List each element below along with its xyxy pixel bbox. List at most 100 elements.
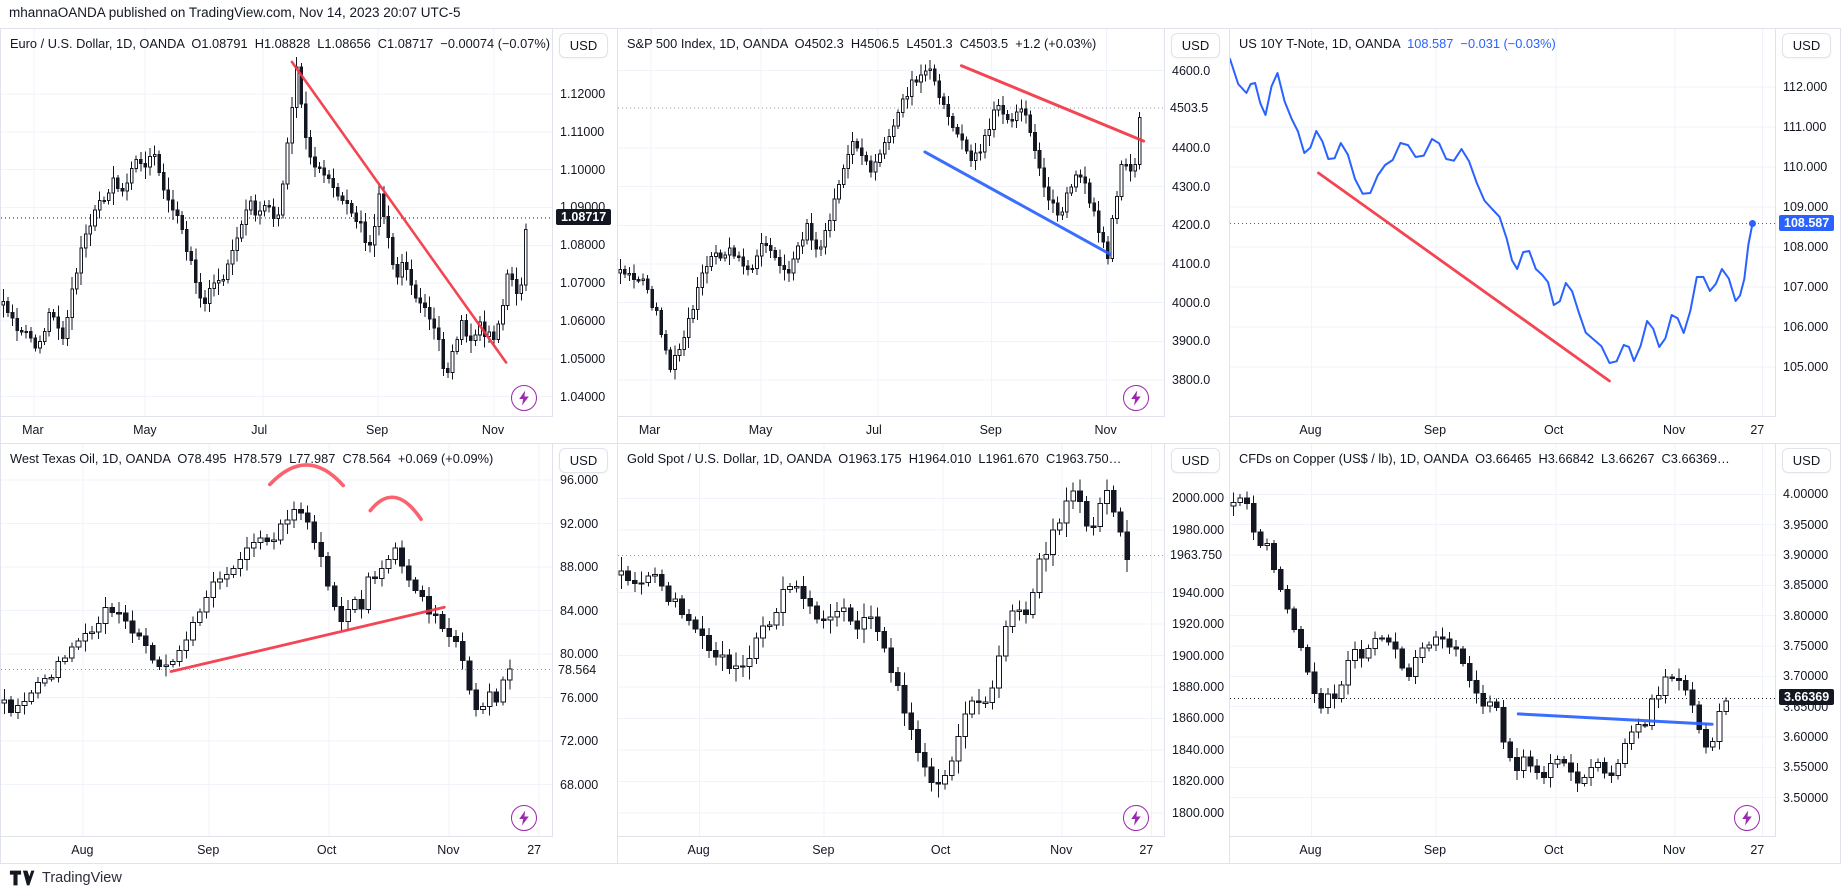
price-tick-label: 1.12000 [560, 87, 606, 102]
time-axis[interactable]: Aug Sep Oct Nov 27 [618, 836, 1165, 863]
price-axis[interactable]: 112.000 111.000 110.000 109.000 108.000 107.0… [1775, 29, 1840, 417]
currency-button[interactable]: USD [559, 33, 608, 58]
symbol-text: S&P 500 Index, 1D, OANDA [627, 36, 788, 51]
symbol-text: CFDs on Copper (US$ / lb), 1D, OANDA [1239, 451, 1468, 466]
price-tick-label: 88.000 [560, 560, 599, 575]
price-tick-label: 80.000 [560, 647, 599, 662]
price-tick-label: 3.85000 [1783, 578, 1829, 593]
price-tick-label: 1.08000 [560, 238, 606, 253]
price-chart-wti-oil[interactable] [1, 444, 553, 837]
price-tick-label: 1880.000 [1172, 680, 1225, 695]
chart-pane-us10y[interactable]: 112.000 111.000 110.000 109.000 108.000 107.0… [1230, 29, 1840, 444]
ohlc-values: 108.587 −0.031 (−0.03%) [1407, 36, 1556, 51]
price-axis[interactable]: 4600.0 4400.0 4300.0 4200.0 4100.0 4000.0 3900… [1164, 29, 1229, 417]
ohlc-values: O3.66465 H3.66842 L3.66267 C3.66369… [1475, 451, 1730, 466]
currency-button[interactable]: USD [559, 448, 608, 473]
last-price-label: 3.66369 [1779, 689, 1835, 706]
chart-pane-copper[interactable]: 4.00000 3.95000 3.90000 3.85000 3.80000 3.750… [1230, 444, 1840, 863]
last-price-label: 108.587 [1779, 214, 1835, 231]
price-tick-label: 3900.0 [1172, 334, 1211, 349]
price-tick-label: 1920.000 [1172, 617, 1225, 632]
time-tick-label: 27 [527, 843, 542, 857]
currency-button[interactable]: USD [1171, 33, 1220, 58]
lightning-icon[interactable] [511, 805, 537, 831]
chart-title: S&P 500 Index, 1D, OANDA O4502.3 H4506.5… [627, 36, 1096, 51]
last-price-label: 1963.750 [1168, 548, 1225, 563]
tradingview-logo[interactable] [9, 869, 35, 887]
price-tick-label: 92.000 [560, 516, 599, 531]
price-tick-label: 3.75000 [1783, 638, 1829, 653]
time-tick-label: Aug [1299, 423, 1322, 437]
chart-pane-gold[interactable]: 2000.000 1980.000 1940.000 1920.000 1900.000… [618, 444, 1230, 863]
time-tick-label: May [748, 423, 773, 437]
price-tick-label: 109.000 [1783, 200, 1829, 214]
price-tick-label: 105.000 [1783, 360, 1829, 374]
price-chart-gold[interactable] [618, 444, 1165, 837]
chart-title: Euro / U.S. Dollar, 1D, OANDA O1.08791 H… [10, 36, 550, 51]
chart-title: West Texas Oil, 1D, OANDA O78.495 H78.57… [10, 451, 493, 466]
time-tick-label: Jul [251, 423, 268, 437]
chart-title: US 10Y T-Note, 1D, OANDA 108.587 −0.031 … [1239, 36, 1556, 51]
price-tick-label: 3.50000 [1783, 790, 1829, 805]
price-tick-label: 108.000 [1783, 240, 1829, 254]
attribution-text: mhannaOANDA published on TradingView.com… [9, 5, 461, 20]
time-axis[interactable]: Mar May Jul Sep Nov [1, 416, 553, 443]
price-tick-label: 4200.0 [1172, 218, 1211, 233]
time-axis[interactable]: Aug Sep Oct Nov 27 [1230, 836, 1776, 863]
time-axis[interactable]: Mar May Jul Sep Nov [618, 416, 1165, 443]
price-chart-spx500[interactable] [618, 29, 1165, 417]
time-tick-label: Sep [1423, 423, 1447, 437]
chart-title: CFDs on Copper (US$ / lb), 1D, OANDA O3.… [1239, 451, 1730, 466]
chart-pane-spx500[interactable]: 4600.0 4400.0 4300.0 4200.0 4100.0 4000.0 3900… [618, 29, 1230, 444]
price-tick-label: 96.000 [560, 473, 599, 488]
ohlc-values: O1.08791 H1.08828 L1.08656 C1.08717 −0.0… [191, 36, 550, 51]
time-tick-label: Mar [638, 423, 661, 437]
lightning-icon[interactable] [1734, 805, 1760, 831]
chart-pane-wti-oil[interactable]: 96.000 92.000 88.000 84.000 80.000 76.000 72.0… [1, 444, 618, 863]
price-tick-label: 3800.0 [1172, 372, 1211, 387]
time-tick-label: Mar [22, 423, 44, 437]
price-tick-label: 3.70000 [1783, 669, 1829, 684]
chart-grid: 1.12000 1.11000 1.10000 1.09000 1.08000 1.070… [0, 28, 1841, 864]
price-tick-label: 3.80000 [1783, 608, 1829, 623]
price-chart-us10y[interactable] [1230, 29, 1776, 417]
currency-button[interactable]: USD [1782, 448, 1831, 473]
time-axis[interactable]: Aug Sep Oct Nov 27 [1, 836, 553, 863]
price-tick-label: 68.000 [560, 777, 599, 792]
time-tick-label: Oct [1543, 843, 1564, 857]
price-tick-label: 4000.0 [1172, 295, 1211, 310]
symbol-text: Euro / U.S. Dollar, 1D, OANDA [10, 36, 185, 51]
price-tick-label: 1.05000 [560, 351, 606, 366]
ohlc-values: O78.495 H78.579 L77.987 C78.564 +0.069 (… [177, 451, 494, 466]
price-tick-label: 1980.000 [1172, 522, 1225, 537]
lightning-icon[interactable] [1123, 805, 1149, 831]
symbol-text: US 10Y T-Note, 1D, OANDA [1239, 36, 1400, 51]
price-axis[interactable]: 4.00000 3.95000 3.90000 3.85000 3.80000 3.750… [1775, 444, 1840, 837]
price-axis[interactable]: 1.12000 1.11000 1.10000 1.09000 1.08000 1.070… [552, 29, 617, 417]
price-tick-label: 2000.000 [1172, 491, 1225, 506]
price-tick-label: 1.11000 [560, 124, 605, 139]
price-tick-label: 76.000 [560, 690, 599, 705]
time-tick-label: 27 [1139, 843, 1154, 857]
price-tick-label: 1940.000 [1172, 585, 1225, 600]
chart-pane-eurusd[interactable]: 1.12000 1.11000 1.10000 1.09000 1.08000 1.070… [1, 29, 618, 444]
last-price-label: 4503.5 [1168, 101, 1211, 116]
price-tick-label: 4600.0 [1172, 63, 1211, 78]
symbol-text: Gold Spot / U.S. Dollar, 1D, OANDA [627, 451, 832, 466]
price-chart-copper[interactable] [1230, 444, 1776, 837]
lightning-icon[interactable] [511, 385, 537, 411]
currency-button[interactable]: USD [1782, 33, 1831, 58]
price-axis[interactable]: 96.000 92.000 88.000 84.000 80.000 76.000 72.0… [552, 444, 617, 837]
price-axis[interactable]: 2000.000 1980.000 1940.000 1920.000 1900.000… [1164, 444, 1229, 837]
time-tick-label: Nov [481, 423, 505, 437]
lightning-icon[interactable] [1123, 385, 1149, 411]
price-chart-eurusd[interactable] [1, 29, 553, 417]
time-tick-label: Aug [1299, 843, 1322, 857]
price-tick-label: 1840.000 [1172, 742, 1225, 757]
currency-button[interactable]: USD [1171, 448, 1220, 473]
price-tick-label: 4400.0 [1172, 141, 1211, 156]
ohlc-values: O1963.175 H1964.010 L1961.670 C1963.750… [838, 451, 1122, 466]
time-axis[interactable]: Aug Sep Oct Nov 27 [1230, 416, 1776, 443]
time-tick-label: Sep [812, 843, 835, 857]
